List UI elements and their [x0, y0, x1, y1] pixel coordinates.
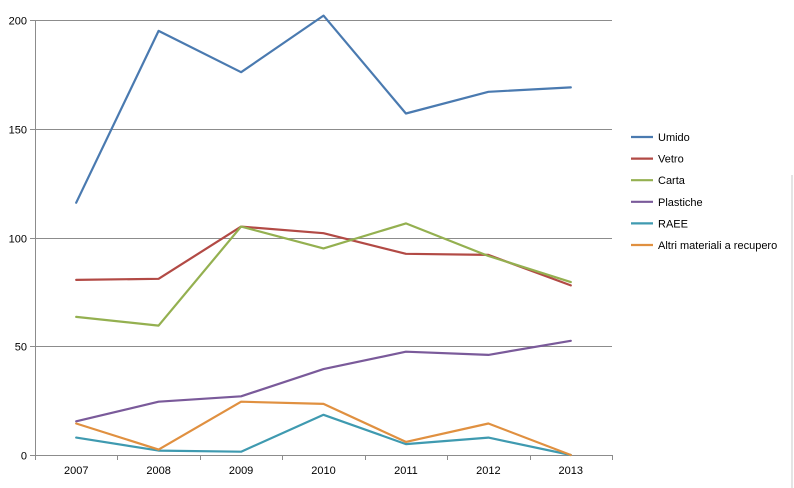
series-line-carta: [75, 222, 572, 327]
x-tick-label-2007: 2007: [64, 465, 88, 477]
series-lines: [75, 14, 572, 457]
y-tick-label: 100: [9, 234, 27, 246]
series-line-plastiche: [75, 339, 572, 423]
y-tick-label: 150: [9, 125, 27, 137]
series-line-altri-materiali-a-recupero: [75, 400, 572, 457]
legend-label-plastiche: Plastiche: [658, 197, 703, 209]
gridlines: [35, 20, 612, 347]
x-tick-label-2012: 2012: [476, 465, 500, 477]
x-tick-label-2013: 2013: [559, 465, 583, 477]
y-tick-label: 200: [9, 16, 27, 28]
legend-label-carta: Carta: [658, 175, 686, 187]
x-tick-label-2008: 2008: [146, 465, 170, 477]
x-tick-label-2010: 2010: [311, 465, 335, 477]
y-tick-label: 50: [15, 342, 27, 354]
legend: Umido Vetro Carta Plastiche RAEE Altri materi…: [631, 132, 777, 252]
axes: 0 50 100 150 200 2007 2008 2009 2010 2011 2012 2013: [9, 16, 613, 477]
legend-label-vetro: Vetro: [658, 154, 684, 166]
legend-label-altri-materiali-a-recupero: Altri materiali a recupero: [658, 240, 777, 252]
y-tick-label: 0: [21, 451, 27, 463]
legend-label-raee: RAEE: [658, 218, 688, 230]
series-line-umido: [75, 14, 572, 204]
x-tick-label-2009: 2009: [229, 465, 253, 477]
legend-label-umido: Umido: [658, 132, 690, 144]
x-tick-label-2011: 2011: [394, 465, 418, 477]
